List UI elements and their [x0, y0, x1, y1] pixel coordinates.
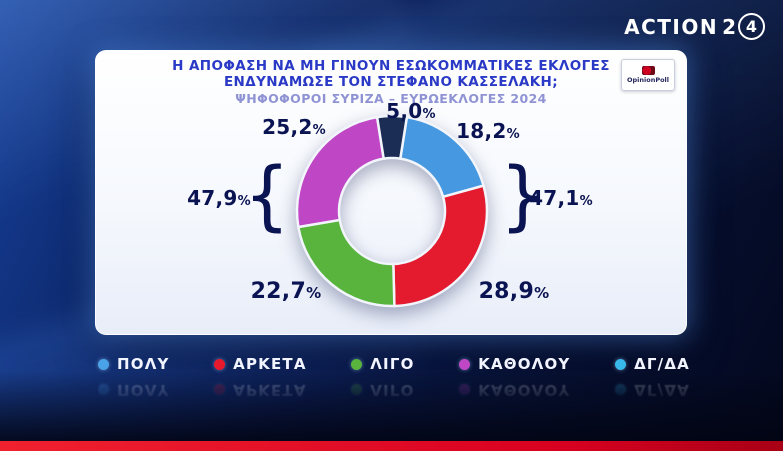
- channel-logo-circle: 4: [738, 13, 765, 40]
- legend-dot-icon: [459, 358, 471, 370]
- percent-label-arketa: 28,9%: [464, 279, 564, 304]
- legend-label: ΚΑΘΟΛΟΥ: [478, 355, 571, 373]
- percent-value: 22,7: [250, 279, 307, 304]
- percent-sign: %: [579, 194, 593, 209]
- legend-dot-icon: [615, 358, 627, 370]
- legend-reflection: ΠΟΛΥ ΑΡΚΕΤΑ ΛΙΓΟ ΚΑΘΟΛΟΥ ΔΓ/ΔΑ: [98, 381, 690, 409]
- poll-title-line1: Η ΑΠΟΦΑΣΗ ΝΑ ΜΗ ΓΙΝΟΥΝ ΕΣΩΚΟΜΜΑΤΙΚΕΣ ΕΚΛ…: [172, 58, 610, 74]
- legend-dot-icon: [214, 358, 226, 370]
- legend-item-4: ΚΑΘΟΛΟΥ: [459, 381, 571, 399]
- legend-label: ΚΑΘΟΛΟΥ: [478, 381, 571, 399]
- legend-item-5: ΔΓ/ΔΑ: [615, 381, 690, 399]
- percent-label-group-left: 47,9%: [174, 186, 264, 210]
- legend-item-3: ΛΙΓΟ: [351, 355, 414, 373]
- legend-dot-icon: [351, 358, 363, 370]
- legend-dot-icon: [98, 384, 109, 396]
- left-brace-icon: {: [244, 150, 290, 240]
- percent-value: 28,9: [478, 279, 535, 304]
- legend-item-2: ΑΡΚΕΤΑ: [214, 381, 307, 399]
- percent-value: 47,1: [529, 186, 580, 210]
- legend-dot-icon: [615, 384, 627, 396]
- percent-sign: %: [534, 284, 550, 302]
- legend-item-2: ΑΡΚΕΤΑ: [214, 355, 307, 373]
- bottom-ticker-bar: [0, 441, 783, 451]
- legend-label: ΠΟΛΥ: [117, 381, 170, 399]
- legend-reflection-row: ΠΟΛΥ ΑΡΚΕΤΑ ΛΙΓΟ ΚΑΘΟΛΟΥ ΔΓ/ΔΑ: [98, 381, 690, 399]
- donut-segment-5: [375, 114, 409, 161]
- opinionpoll-emblem-icon: [641, 66, 655, 76]
- percent-label-katholou: 25,2%: [244, 115, 344, 139]
- legend-item-1: ΠΟΛΥ: [98, 355, 170, 373]
- legend-label: ΔΓ/ΔΑ: [634, 381, 690, 399]
- floor-shade: [0, 371, 783, 441]
- legend-dot-icon: [351, 384, 363, 396]
- channel-logo-digit: 2: [722, 14, 736, 39]
- percent-label-dgda: 5,0%: [371, 99, 451, 123]
- donut-segment-4: [295, 115, 386, 229]
- percent-label-group-right: 47,1%: [516, 186, 606, 210]
- donut-svg: [295, 114, 489, 308]
- percent-sign: %: [506, 127, 520, 142]
- legend-dot-icon: [214, 384, 226, 396]
- legend-dot-icon: [459, 384, 471, 396]
- legend-label: ΔΓ/ΔΑ: [634, 355, 690, 373]
- percent-sign: %: [312, 123, 326, 138]
- percent-value: 5,0: [386, 99, 423, 123]
- legend-item-1: ΠΟΛΥ: [98, 381, 170, 399]
- channel-logo-text: ACTION: [624, 14, 719, 39]
- legend-label: ΛΙΓΟ: [370, 355, 415, 373]
- legend-label: ΑΡΚΕΤΑ: [233, 355, 307, 373]
- legend-label: ΛΙΓΟ: [370, 381, 415, 399]
- channel-logo: ACTION 2 4: [624, 13, 765, 40]
- poll-title-line2: ΕΝΔΥΝΑΜΩΣΕ ΤΟΝ ΣΤΕΦΑΝΟ ΚΑΣΣΕΛΑΚΗ;: [223, 74, 559, 90]
- percent-value: 25,2: [262, 115, 313, 139]
- percent-sign: %: [306, 284, 322, 302]
- percent-value: 47,9: [187, 186, 238, 210]
- poll-panel: Η ΑΠΟΦΑΣΗ ΝΑ ΜΗ ΓΙΝΟΥΝ ΕΣΩΚΟΜΜΑΤΙΚΕΣ ΕΚΛ…: [95, 50, 687, 335]
- percent-value: 18,2: [456, 119, 507, 143]
- percent-label-ligo: 22,7%: [236, 279, 336, 304]
- opinionpoll-logo: OpinionPoll: [621, 59, 675, 91]
- legend-item-4: ΚΑΘΟΛΟΥ: [459, 355, 570, 373]
- percent-label-poly: 18,2%: [438, 119, 538, 143]
- legend-item-3: ΛΙΓΟ: [351, 381, 415, 399]
- percent-sign: %: [422, 107, 436, 122]
- legend-label: ΠΟΛΥ: [117, 355, 170, 373]
- legend-row: ΠΟΛΥ ΑΡΚΕΤΑ ΛΙΓΟ ΚΑΘΟΛΟΥ ΔΓ/ΔΑ: [98, 355, 690, 373]
- percent-sign: %: [237, 194, 251, 209]
- legend-dot-icon: [98, 358, 109, 370]
- opinionpoll-logo-text: OpinionPoll: [626, 76, 670, 85]
- donut-segment-2: [392, 184, 489, 308]
- poll-subtitle: ΨΗΦΟΦΟΡΟΙ ΣΥΡΙΖΑ – ΕΥΡΩΕΚΛΟΓΕΣ 2024: [235, 91, 547, 106]
- right-brace-icon: }: [500, 150, 546, 240]
- legend-item-5: ΔΓ/ΔΑ: [615, 355, 690, 373]
- legend-label: ΑΡΚΕΤΑ: [233, 381, 307, 399]
